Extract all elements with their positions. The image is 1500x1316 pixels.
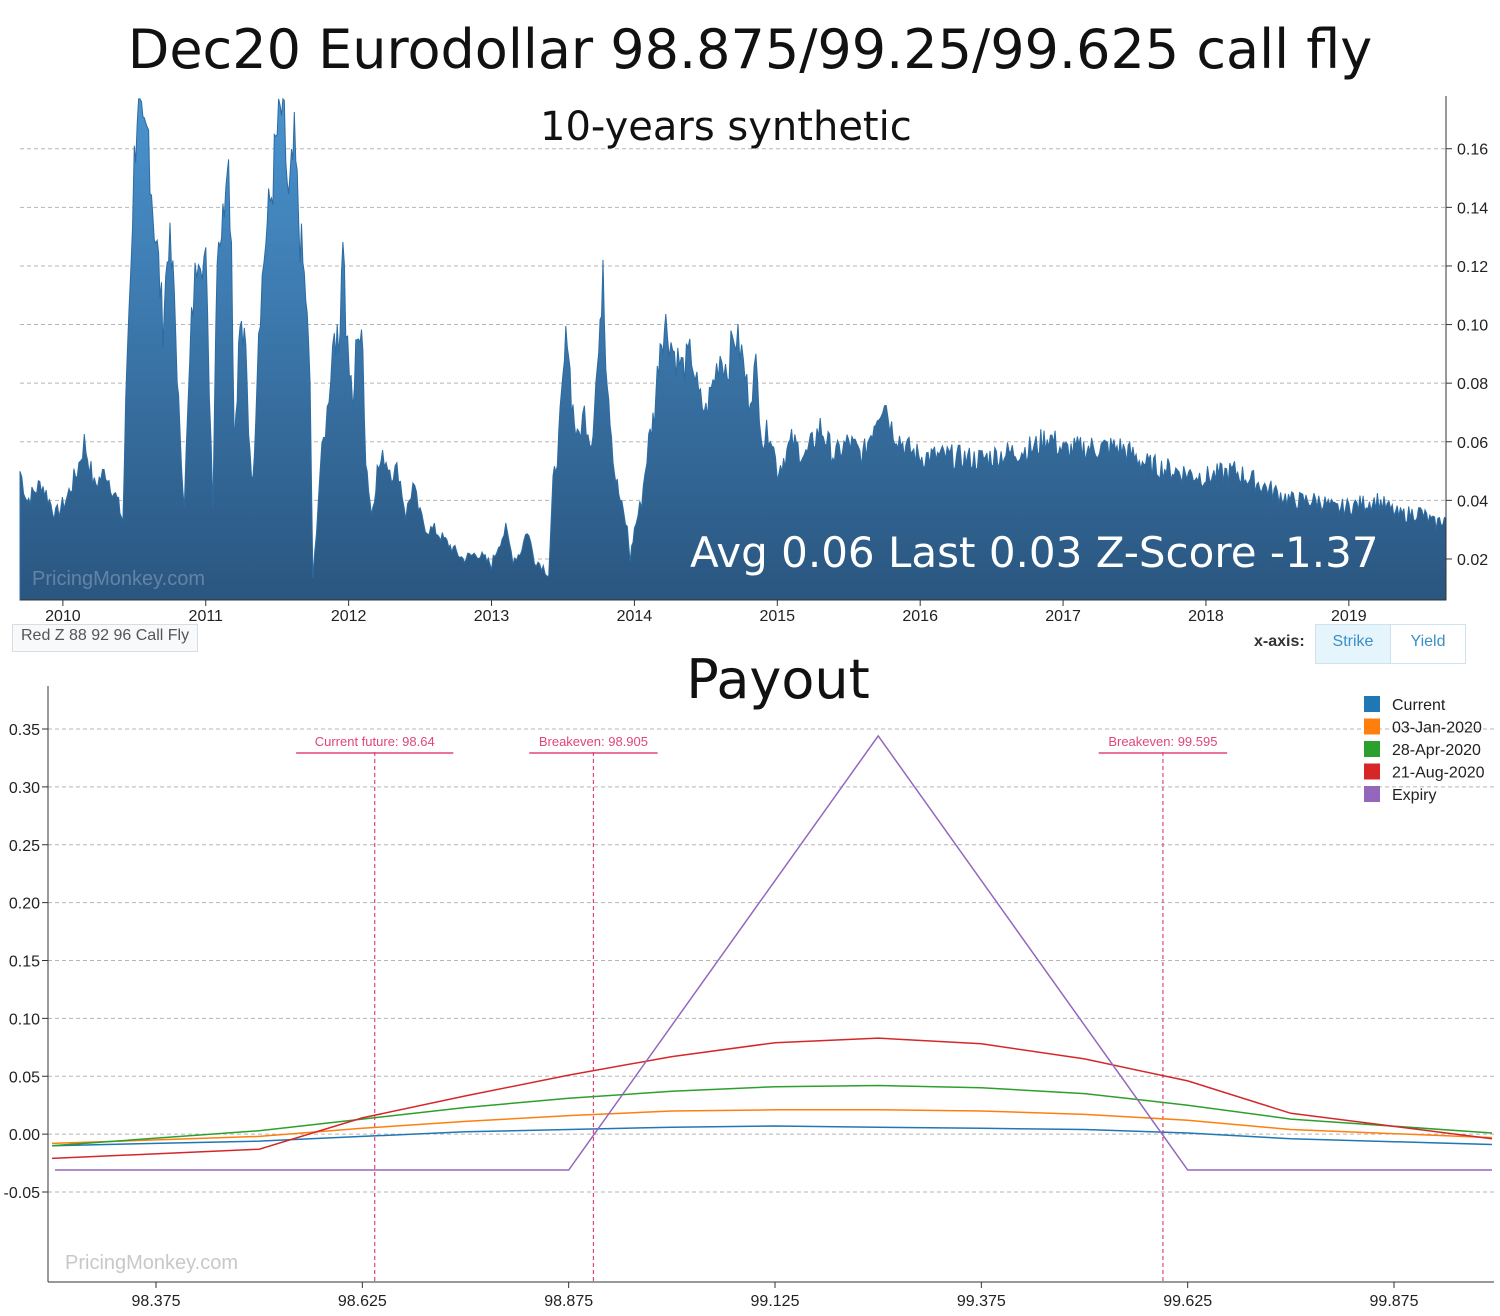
- payout-y-tick-label: 0.10: [9, 1011, 40, 1028]
- history-x-tick-label: 2019: [1331, 608, 1367, 625]
- history-y-tick-label: 0.02: [1457, 552, 1488, 569]
- payout-y-tick-label: 0.00: [9, 1127, 40, 1144]
- payout-chart: Current future: 98.64 Breakeven: 98.905 Br…: [4, 686, 1494, 1310]
- payout-series-line: [51, 1125, 1493, 1147]
- chart-title: Dec20 Eurodollar 98.875/99.25/99.625 cal…: [127, 18, 1373, 81]
- history-x-tick-label: 2014: [617, 608, 653, 625]
- legend-label: 03-Jan-2020: [1392, 720, 1482, 737]
- payout-y-tick-label: 0.05: [9, 1069, 40, 1086]
- watermark-top: PricingMonkey.com: [32, 568, 206, 590]
- payout-x-tick-label: 98.875: [544, 1293, 593, 1310]
- legend-swatch: [1364, 696, 1380, 712]
- payout-marker-label: Breakeven: 98.905: [539, 734, 648, 749]
- payout-y-tick-label: 0.30: [9, 780, 40, 797]
- history-x-ticks: 2010 2011 2012 2013 2014 2015 2016 2017 2018 2019: [45, 600, 1367, 625]
- history-x-tick-label: 2013: [474, 608, 510, 625]
- payout-series-line: [51, 1037, 1493, 1160]
- history-y-tick-label: 0.16: [1457, 142, 1488, 159]
- legend-label: Expiry: [1392, 787, 1436, 804]
- payout-series: [51, 734, 1493, 1171]
- payout-x-tick-label: 98.625: [338, 1293, 387, 1310]
- stats-summary: Avg 0.06 Last 0.03 Z-Score -1.37: [690, 528, 1379, 577]
- payout-x-tick-label: 98.375: [132, 1293, 181, 1310]
- legend-label: 28-Apr-2020: [1392, 742, 1481, 759]
- payout-legend: Current 03-Jan-2020 28-Apr-2020 21-Aug-2020…: [1364, 696, 1485, 804]
- payout-marker-label: Current future: 98.64: [315, 734, 435, 749]
- history-x-tick-label: 2018: [1188, 608, 1224, 625]
- payout-x-ticks: 98.375 98.625 98.875 99.125 99.375 99.625 99.8…: [132, 1282, 1419, 1310]
- history-x-tick-label: 2016: [902, 608, 938, 625]
- history-chart: 0.020.040.060.080.100.120.140.16 2010 201…: [19, 96, 1488, 625]
- history-y-tick-label: 0.06: [1457, 435, 1488, 452]
- payout-series-line: [51, 1084, 1493, 1147]
- history-y-tick-label: 0.12: [1457, 259, 1488, 276]
- payout-x-tick-label: 99.375: [957, 1293, 1006, 1310]
- payout-marker-label: Breakeven: 99.595: [1108, 734, 1217, 749]
- payout-y-ticks: 0.35 0.30 0.25 0.20 0.15 0.10 0.05 0.00 -0.05: [4, 722, 48, 1202]
- history-x-tick-label: 2010: [45, 608, 81, 625]
- legend-swatch: [1364, 786, 1380, 802]
- legend-swatch: [1364, 718, 1380, 735]
- payout-y-tick-label: 0.35: [9, 722, 40, 739]
- legend-swatch: [1364, 763, 1380, 780]
- history-x-tick-label: 2017: [1045, 608, 1081, 625]
- history-y-tick-label: 0.08: [1457, 376, 1488, 393]
- payout-gridlines: [48, 728, 1494, 1193]
- history-y-ticks: 0.02 0.04 0.06 0.08 0.10 0.12 0.14 0.16: [1446, 142, 1488, 569]
- payout-x-tick-label: 99.625: [1163, 1293, 1212, 1310]
- history-y-tick-label: 0.10: [1457, 318, 1488, 335]
- xaxis-toggle: Strike Yield: [1315, 624, 1466, 664]
- payout-y-tick-label: -0.05: [4, 1185, 41, 1202]
- strategy-tag: Red Z 88 92 96 Call Fly: [12, 624, 199, 652]
- payout-series-line: [51, 1109, 1493, 1145]
- legend-label: 21-Aug-2020: [1392, 765, 1485, 782]
- payout-x-tick-label: 99.125: [751, 1293, 800, 1310]
- payout-x-tick-label: 99.875: [1370, 1293, 1419, 1310]
- payout-y-tick-label: 0.25: [9, 838, 40, 855]
- legend-label: Current: [1392, 697, 1446, 714]
- history-area-series: [19, 97, 1447, 601]
- history-x-tick-label: 2015: [759, 608, 795, 625]
- history-x-tick-label: 2012: [331, 608, 367, 625]
- legend-swatch: [1364, 741, 1380, 757]
- yield-button[interactable]: Yield: [1391, 625, 1465, 663]
- strike-button[interactable]: Strike: [1316, 625, 1391, 663]
- history-y-tick-label: 0.14: [1457, 200, 1488, 217]
- payout-y-tick-label: 0.20: [9, 896, 40, 913]
- payout-series-line: [55, 734, 1492, 1171]
- history-x-tick-label: 2011: [189, 608, 224, 625]
- chart-subtitle: 10-years synthetic: [540, 104, 912, 150]
- payout-title: Payout: [686, 648, 870, 711]
- watermark-bottom: PricingMonkey.com: [65, 1252, 239, 1274]
- xaxis-toggle-label: x-axis:: [1254, 633, 1305, 650]
- payout-y-tick-label: 0.15: [9, 954, 40, 971]
- payout-markers: Current future: 98.64 Breakeven: 98.905 Br…: [296, 734, 1228, 1282]
- history-y-tick-label: 0.04: [1457, 493, 1488, 510]
